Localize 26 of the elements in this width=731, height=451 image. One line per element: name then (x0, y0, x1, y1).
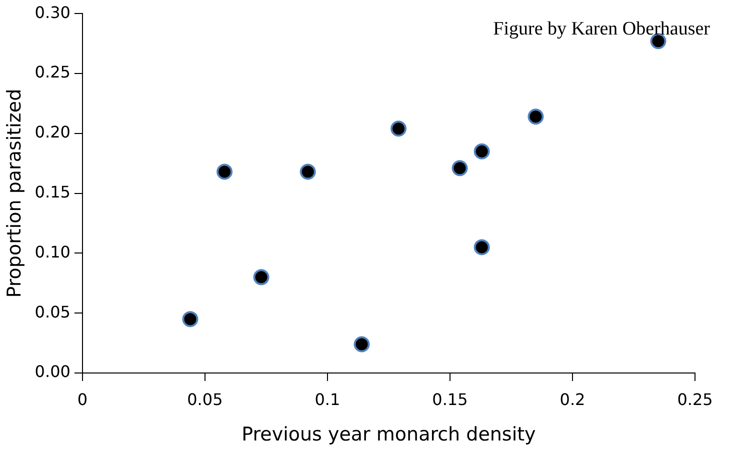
x-tick-label: 0.15 (432, 390, 468, 409)
annotation: Figure by Karen Oberhauser (493, 18, 711, 40)
point (182, 311, 198, 328)
y-tick-label: 0.00 (34, 362, 70, 382)
y-tick-label: 0.15 (34, 182, 70, 202)
point (474, 239, 490, 256)
point (253, 269, 270, 286)
y-tick-label: 0.20 (34, 122, 70, 142)
y-tick-label: 0.05 (34, 302, 70, 322)
y-axis-title: Proportion parasitized (3, 88, 26, 298)
point (452, 160, 468, 176)
point (474, 143, 490, 160)
y-tick-label: 0.10 (34, 242, 70, 262)
x-tick-label: 0.1 (314, 390, 340, 409)
point (390, 120, 407, 137)
y-tick-label: 0.30 (34, 2, 70, 22)
x-tick-label: 0.2 (560, 390, 586, 409)
point (354, 336, 370, 352)
x-tick-label: 0.05 (187, 390, 223, 409)
x-tick-label: 0 (77, 390, 88, 409)
x-tick-label: 0.25 (677, 390, 713, 409)
x-axis-title: Previous year monarch density (242, 424, 536, 446)
point (300, 164, 316, 180)
y-tick-label: 0.25 (34, 62, 70, 82)
point (216, 164, 233, 180)
point (528, 108, 544, 125)
